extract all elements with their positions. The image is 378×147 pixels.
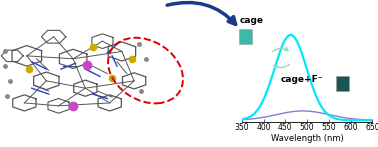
FancyBboxPatch shape	[239, 29, 253, 44]
Text: cage+F⁻: cage+F⁻	[281, 75, 324, 84]
FancyBboxPatch shape	[336, 76, 349, 91]
X-axis label: Wavelength (nm): Wavelength (nm)	[271, 134, 344, 143]
Text: cage: cage	[239, 16, 263, 25]
